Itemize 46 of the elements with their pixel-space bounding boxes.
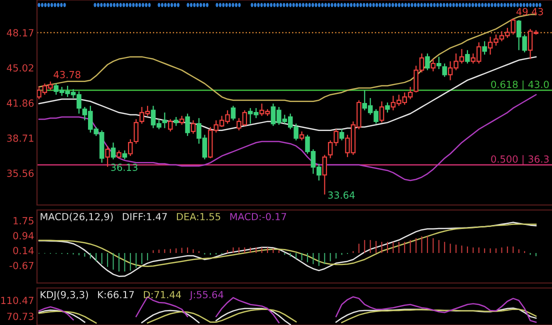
y-tick-label: 48.17 (6, 29, 34, 36)
y-tick-label: 38.71 (7, 134, 34, 142)
ref-line-label: 0.500 | 36.3 (491, 155, 549, 165)
ref-line-label: 0.618 | 43.0 (491, 80, 549, 90)
candlestick (134, 118, 138, 144)
candlestick (425, 52, 430, 71)
candlestick (430, 58, 436, 72)
y-tick-label: 110.47 (1, 296, 34, 304)
text: DIFF:1.47 (122, 213, 167, 220)
candlestick (162, 112, 168, 129)
candlestick (128, 138, 133, 157)
annotation: 36.13 (111, 164, 138, 171)
text: K:66.17 (98, 290, 134, 298)
candlestick (230, 105, 236, 121)
chart-title: MACD(26,12,9) (40, 212, 113, 222)
candlestick (322, 154, 328, 196)
line-series (38, 222, 537, 277)
text: DEA:1.55 (176, 213, 220, 220)
y-tick-label: 1.75 (14, 217, 34, 224)
candlestick (339, 128, 344, 141)
chart-title: KDJ(9,3,3) (40, 290, 88, 300)
y-tick-label: 35.56 (7, 170, 34, 177)
candlestick (436, 56, 442, 70)
candlestick (442, 62, 447, 78)
candlestick (110, 142, 116, 160)
candlestick (482, 40, 487, 56)
text: MACD:-0.17 (230, 212, 286, 220)
y-tick-label: 70.73 (7, 312, 34, 320)
candlestick (190, 120, 196, 134)
y-tick-label: -0.67 (10, 262, 34, 270)
y-tick-label: 45.02 (6, 64, 34, 72)
series-label: J:55.64 (189, 290, 224, 300)
y-tick-label: 41.86 (6, 99, 34, 107)
candlestick (105, 145, 110, 168)
annotation: 43.78 (54, 70, 80, 78)
candlestick (168, 118, 173, 132)
candlestick (379, 100, 384, 124)
candlestick (385, 102, 390, 114)
annotation: 49.43 (516, 8, 543, 16)
candlestick (185, 113, 190, 136)
annotation: 33.64 (328, 191, 355, 199)
candlestick (465, 50, 470, 64)
y-tick-label: 0.94 (13, 232, 34, 240)
series-label: D:71.44 (144, 291, 182, 298)
line-series (38, 223, 537, 267)
y-tick-label: 0.14 (13, 246, 34, 254)
